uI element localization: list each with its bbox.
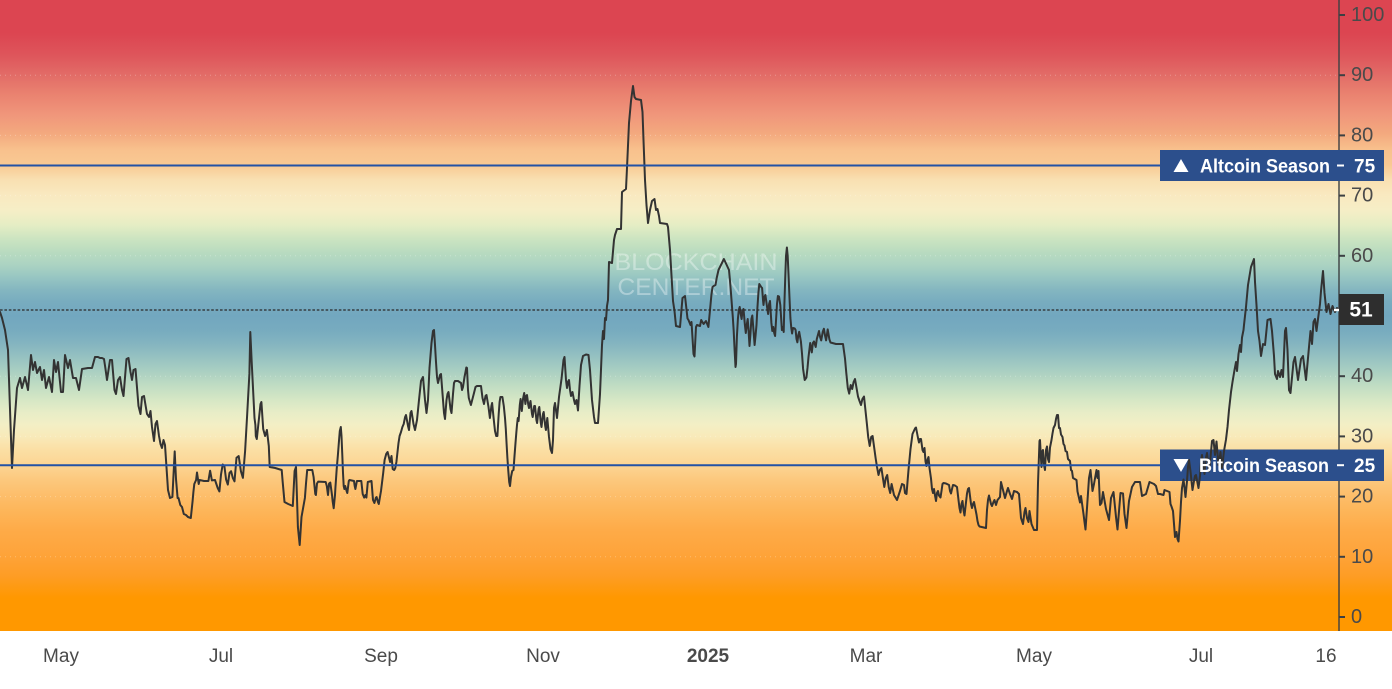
svg-text:Altcoin Season: Altcoin Season (1200, 157, 1330, 178)
svg-text:10: 10 (1351, 546, 1373, 568)
svg-text:51: 51 (1349, 299, 1373, 322)
svg-text:2025: 2025 (687, 646, 730, 667)
svg-text:Jul: Jul (1189, 646, 1213, 667)
svg-text:CENTER.NET: CENTER.NET (618, 274, 775, 301)
svg-text:Jul: Jul (209, 646, 233, 667)
svg-text:Mar: Mar (850, 646, 883, 667)
svg-text:Sep: Sep (364, 646, 398, 667)
svg-text:100: 100 (1351, 4, 1384, 26)
svg-text:30: 30 (1351, 425, 1373, 447)
svg-text:90: 90 (1351, 64, 1373, 86)
svg-text:May: May (43, 646, 79, 667)
svg-text:25: 25 (1354, 456, 1376, 477)
svg-text:20: 20 (1351, 486, 1373, 508)
svg-text:40: 40 (1351, 365, 1373, 387)
svg-text:80: 80 (1351, 124, 1373, 146)
svg-text:0: 0 (1351, 606, 1362, 628)
svg-text:May: May (1016, 646, 1052, 667)
svg-text:Bitcoin Season: Bitcoin Season (1199, 456, 1329, 477)
svg-text:BLOCKCHAIN: BLOCKCHAIN (615, 249, 778, 276)
svg-text:16: 16 (1315, 646, 1336, 667)
svg-text:Nov: Nov (526, 646, 560, 667)
svg-text:75: 75 (1354, 157, 1376, 178)
svg-text:60: 60 (1351, 245, 1373, 267)
svg-text:70: 70 (1351, 185, 1373, 207)
